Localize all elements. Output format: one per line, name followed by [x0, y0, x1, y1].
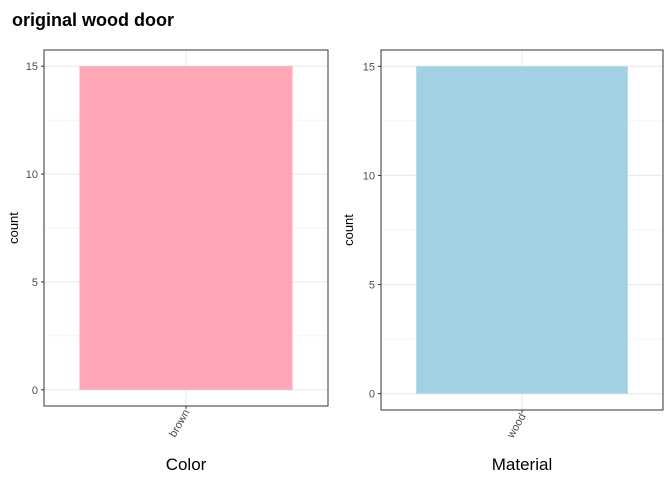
- y-tick-label: 0: [369, 389, 375, 401]
- material-chart: 0 5 10 15 wood Material count: [341, 49, 664, 474]
- bar-wood: [416, 66, 628, 394]
- y-axis-title: count: [6, 212, 21, 244]
- color-chart: 0 5 10 15 brown Color count: [6, 49, 329, 474]
- x-tick-label: brown: [167, 408, 192, 440]
- y-tick-label: 15: [26, 61, 38, 73]
- y-tick-label: 10: [26, 169, 38, 181]
- y-axis-title: count: [341, 214, 356, 246]
- y-tick-label: 0: [32, 385, 38, 397]
- y-tick-label: 5: [369, 280, 375, 292]
- page-title: original wood door: [12, 10, 174, 30]
- y-tick-label: 15: [363, 61, 375, 73]
- bar-brown: [79, 66, 293, 390]
- y-tick-label: 10: [363, 170, 375, 182]
- x-axis-title: Material: [492, 455, 552, 474]
- y-tick-label: 5: [32, 277, 38, 289]
- x-tick-label: wood: [505, 412, 529, 442]
- x-axis-title: Color: [166, 455, 207, 474]
